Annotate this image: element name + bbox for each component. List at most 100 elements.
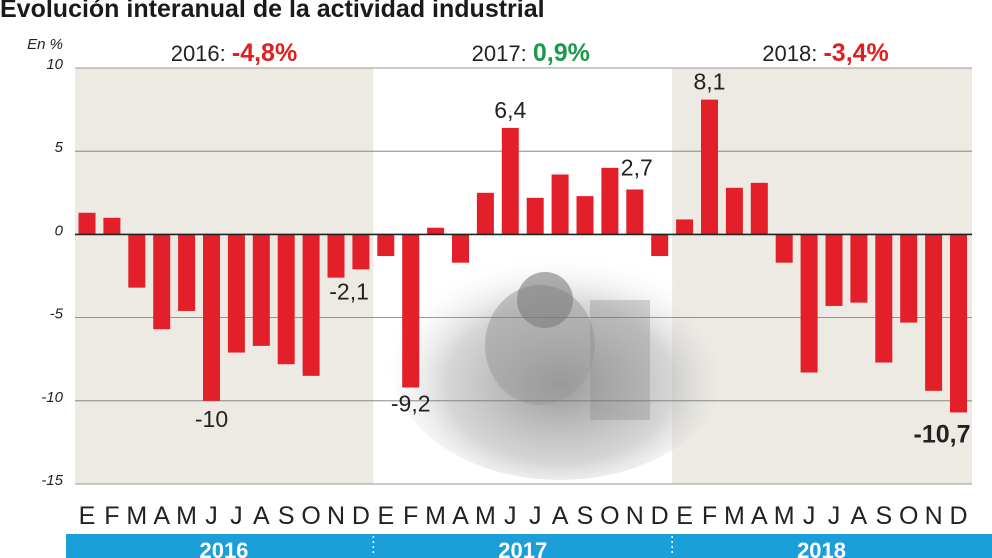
x-tick-label: F (702, 502, 717, 530)
bar (103, 217, 121, 235)
data-label: -2,1 (329, 278, 369, 304)
x-tick-label: J (803, 502, 816, 530)
grid-lines (75, 67, 972, 485)
year-summary-label: 2018: (762, 41, 823, 66)
bar (825, 234, 843, 306)
bar (626, 189, 644, 235)
data-label: 6,4 (494, 97, 526, 123)
year-summary: 2018: -3,4% (762, 39, 888, 67)
year-band-bg (66, 534, 992, 558)
bar (452, 234, 469, 263)
x-tick-label: O (301, 502, 320, 530)
year-summary-value: -3,4% (823, 39, 888, 67)
x-tick-label: M (774, 502, 795, 530)
y-tick-label: 10 (46, 56, 63, 73)
x-tick-label: E (79, 502, 96, 530)
year-summary-label: 2017: (472, 41, 533, 66)
x-tick-label: D (651, 502, 669, 530)
data-label: -10,7 (914, 420, 971, 448)
bar (402, 234, 420, 388)
x-tick-label: S (875, 502, 892, 530)
year-shading (75, 68, 972, 484)
bar (302, 234, 320, 376)
shade-2018 (672, 68, 972, 484)
bar (900, 234, 918, 323)
x-tick-label: J (205, 502, 218, 530)
shade-2016 (75, 68, 374, 484)
bar (203, 234, 220, 401)
data-labels: -10 -2,1 -9,2 6,4 2,7 8,1 -10,7 2016: -4,8% 2017… (171, 39, 971, 448)
x-tick-label: J (504, 502, 517, 530)
x-tick-label: D (949, 502, 967, 530)
bar (252, 234, 270, 346)
year-summary: 2017: 0,9% (472, 39, 590, 67)
y-unit-label: En % (27, 36, 63, 53)
bar (701, 99, 718, 235)
bar (925, 234, 943, 391)
bar (227, 234, 245, 353)
year-summary-value: 0,9% (533, 39, 590, 67)
bar (178, 234, 196, 311)
x-tick-label: N (327, 502, 345, 530)
x-tick-label: S (278, 502, 295, 530)
bar (850, 234, 868, 303)
worker-photo (390, 240, 730, 480)
bar (277, 234, 295, 365)
x-tick-label: F (403, 502, 418, 530)
bar (651, 234, 669, 257)
chart-title: Evolución interanual de la actividad ind… (0, 0, 545, 23)
x-tick-label: E (377, 502, 394, 530)
x-tick-label: M (724, 502, 745, 530)
bar (750, 182, 768, 235)
x-tick-label: F (104, 502, 119, 530)
data-label: -10 (195, 406, 228, 432)
x-tick-label: A (851, 502, 868, 530)
year-band-label: 2018 (797, 538, 846, 558)
bar (128, 234, 146, 288)
year-summary-value: -4,8% (232, 39, 297, 67)
bar (950, 234, 967, 413)
x-tick-label: J (230, 502, 243, 530)
bar (601, 167, 619, 235)
bar (352, 234, 370, 270)
x-tick-label: A (452, 502, 469, 530)
data-label: 2,7 (621, 154, 653, 180)
bar (551, 174, 569, 235)
x-tick-label: A (552, 502, 569, 530)
x-tick-label: N (626, 502, 644, 530)
bar (78, 212, 96, 235)
x-tick-label: M (425, 502, 446, 530)
x-tick-label: M (126, 502, 147, 530)
x-tick-label: A (751, 502, 768, 530)
bar (676, 219, 694, 235)
year-band: 2016 2017 2018 (66, 534, 992, 558)
bar (476, 192, 494, 235)
bar (800, 234, 818, 373)
bar (501, 127, 519, 235)
bar (427, 227, 445, 235)
y-tick-label: 5 (55, 139, 64, 156)
bar (576, 196, 594, 235)
bar (377, 234, 395, 257)
year-summary: 2016: -4,8% (171, 39, 297, 67)
y-tick-label: -15 (41, 472, 63, 489)
x-tick-label: J (529, 502, 542, 530)
data-label: -9,2 (391, 390, 431, 416)
x-tick-label: M (176, 502, 197, 530)
year-band-label: 2016 (199, 538, 248, 558)
year-band-label: 2017 (498, 538, 547, 558)
x-tick-label: O (899, 502, 918, 530)
x-tick-label: A (153, 502, 170, 530)
y-tick-label: 0 (55, 222, 64, 239)
bar (526, 197, 544, 235)
x-tick-label: E (676, 502, 693, 530)
y-tick-label: -10 (41, 389, 63, 406)
bar (875, 234, 893, 363)
x-tick-label: A (253, 502, 270, 530)
x-tick-label: O (600, 502, 619, 530)
y-tick-label: -5 (50, 306, 64, 323)
x-tick-label: S (577, 502, 594, 530)
